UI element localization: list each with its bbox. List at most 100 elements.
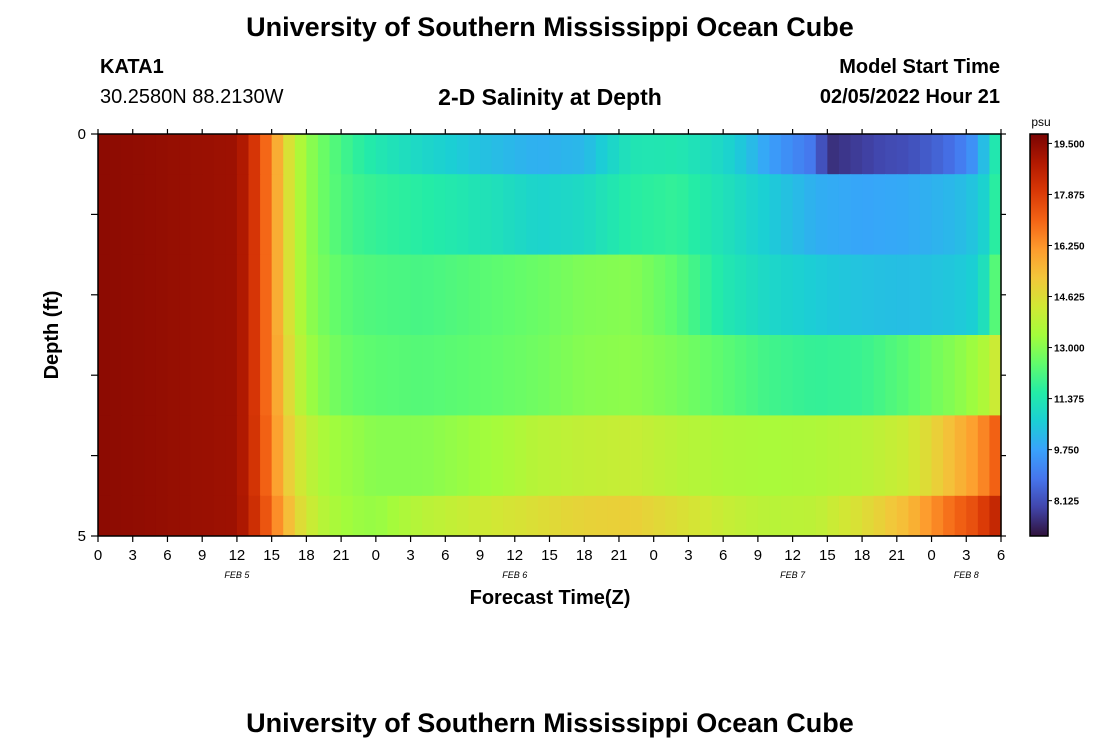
heatmap-cell — [144, 174, 157, 255]
heatmap-cell — [375, 174, 389, 255]
heatmap-cell — [757, 174, 771, 255]
heatmap-cell — [329, 174, 342, 255]
heatmap-cell — [792, 134, 805, 175]
heatmap-cell — [283, 495, 296, 537]
heatmap-cell — [896, 134, 909, 175]
heatmap-cell — [491, 134, 504, 175]
heatmap-cell — [711, 335, 724, 416]
heatmap-cell — [549, 335, 562, 416]
heatmap-cell — [815, 174, 828, 255]
heatmap-cell — [618, 174, 632, 255]
heatmap-cell — [260, 415, 273, 497]
heatmap-cell — [364, 254, 377, 336]
x-axis: 0 3 6 9 12 15 18 21 0 3 6 9 12 15 18 21 0 3 6 9 12 15 18 21 0 3 6 — [94, 129, 1005, 564]
heatmap-cell — [375, 254, 389, 336]
heatmap-cell — [746, 495, 759, 537]
heatmap-cell — [919, 335, 933, 416]
heatmap-cell — [862, 495, 875, 537]
heatmap-cell — [688, 495, 701, 537]
heatmap-cell — [537, 335, 551, 416]
heatmap-cell — [271, 335, 284, 416]
heatmap-cell — [491, 495, 504, 537]
heatmap-cell — [341, 254, 354, 336]
heatmap-cell — [711, 415, 724, 497]
heatmap-cell — [665, 335, 678, 416]
heatmap-cell — [676, 495, 690, 537]
heatmap-cell — [445, 254, 458, 336]
heatmap-cell — [387, 174, 400, 255]
heatmap-cell — [584, 174, 597, 255]
heatmap-cell — [862, 254, 875, 336]
heatmap-cell — [549, 415, 562, 497]
heatmap-cell — [283, 254, 296, 336]
heatmap-cell — [665, 495, 678, 537]
heatmap-cell — [179, 415, 192, 497]
heatmap-cell — [503, 254, 516, 336]
heatmap-cell — [109, 335, 122, 416]
x-tick-label: 0 — [372, 547, 380, 564]
heatmap-cell — [757, 495, 771, 537]
x-tick-label: 3 — [406, 547, 414, 564]
heatmap-cell — [248, 415, 261, 497]
heatmap-cell — [873, 254, 886, 336]
x-axis-label: Forecast Time(Z) — [470, 587, 631, 609]
heatmap-cell — [838, 495, 852, 537]
heatmap-cell — [584, 495, 597, 537]
heatmap-cell — [132, 174, 145, 255]
heatmap-cell — [688, 415, 701, 497]
heatmap-cell — [584, 415, 597, 497]
heatmap-cell — [260, 134, 273, 175]
heatmap-cell — [919, 254, 933, 336]
heatmap-cell — [561, 415, 574, 497]
heatmap-cell — [642, 415, 655, 497]
footer-title: University of Southern Mississippi Ocean… — [246, 708, 854, 738]
heatmap-cell — [433, 134, 446, 175]
heatmap-cell — [236, 335, 250, 416]
heatmap-row-5 — [98, 415, 1002, 497]
colorbar-gradient — [1029, 133, 1049, 537]
heatmap-cell — [804, 335, 817, 416]
heatmap-cell — [711, 134, 724, 175]
heatmap-cell — [792, 495, 805, 537]
heatmap-cell — [954, 134, 967, 175]
heatmap-cell — [190, 415, 203, 497]
x-tick-label: 15 — [541, 547, 558, 564]
heatmap-cell — [155, 174, 169, 255]
heatmap-cell — [862, 174, 875, 255]
heatmap-cell — [132, 254, 145, 336]
heatmap-cell — [190, 134, 203, 175]
heatmap-cell — [630, 335, 643, 416]
heatmap-cell — [236, 415, 250, 497]
heatmap-cell — [919, 174, 933, 255]
heatmap-cell — [399, 495, 412, 537]
heatmap-cell — [885, 134, 898, 175]
heatmap-cell — [98, 134, 111, 175]
heatmap-cell — [248, 254, 261, 336]
heatmap-cell — [514, 415, 527, 497]
heatmap-cell — [98, 495, 111, 537]
heatmap-cell — [618, 134, 632, 175]
heatmap-cell — [862, 335, 875, 416]
heatmap-cell — [167, 174, 180, 255]
heatmap-cell — [480, 495, 493, 537]
heatmap-cell — [167, 254, 180, 336]
heatmap-cell — [202, 495, 215, 537]
heatmap-cell — [827, 415, 840, 497]
heatmap-cell — [503, 174, 516, 255]
heatmap-cell — [537, 415, 551, 497]
heatmap-cell — [653, 335, 666, 416]
heatmap-cell — [456, 335, 470, 416]
heatmap-cell — [422, 254, 435, 336]
heatmap-cell — [167, 335, 180, 416]
heatmap-cell — [109, 174, 122, 255]
colorbar-tick-label: 17.875 — [1054, 190, 1085, 201]
heatmap-cell — [283, 174, 296, 255]
heatmap-cell — [433, 335, 446, 416]
heatmap-cell — [781, 335, 794, 416]
heatmap-cell — [815, 254, 828, 336]
heatmap-cell — [225, 415, 238, 497]
heatmap-cell — [387, 495, 400, 537]
heatmap-cell — [341, 495, 354, 537]
heatmap-cell — [734, 174, 747, 255]
heatmap-cell — [329, 134, 342, 175]
